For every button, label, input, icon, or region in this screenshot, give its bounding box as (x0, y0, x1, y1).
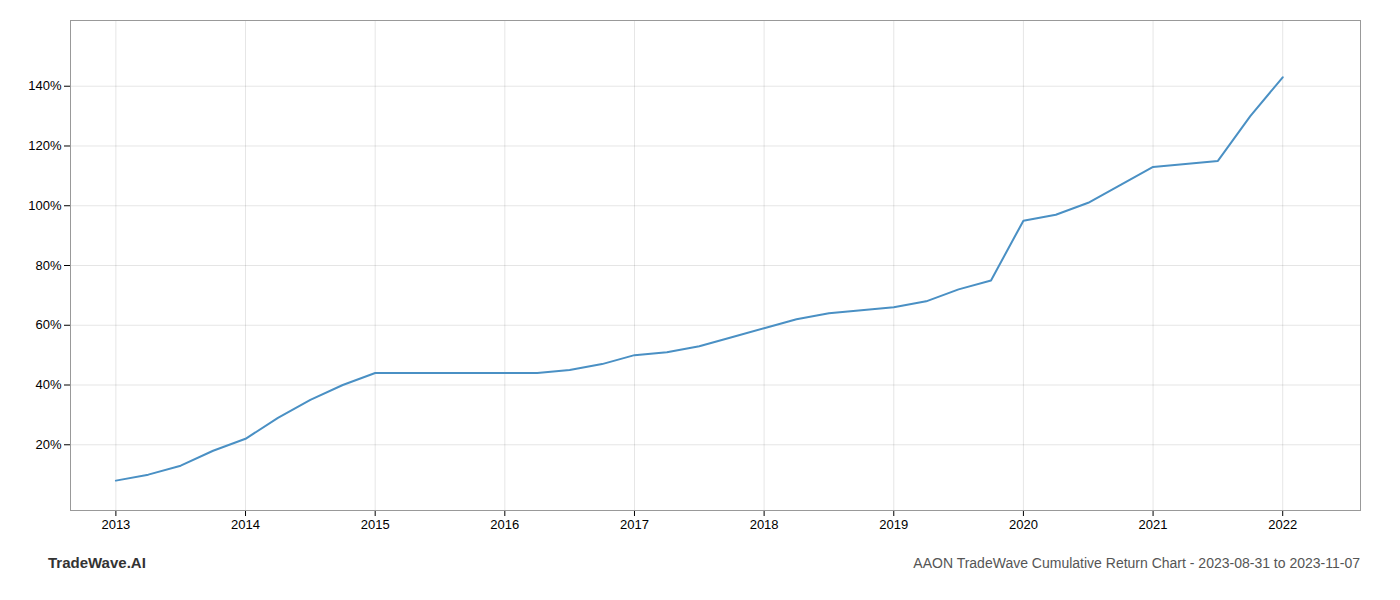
svg-text:2019: 2019 (879, 517, 908, 532)
svg-text:2017: 2017 (620, 517, 649, 532)
svg-text:100%: 100% (28, 198, 62, 213)
svg-text:2021: 2021 (1139, 517, 1168, 532)
svg-text:2022: 2022 (1268, 517, 1297, 532)
svg-text:60%: 60% (35, 317, 61, 332)
svg-text:2013: 2013 (101, 517, 130, 532)
svg-text:2020: 2020 (1009, 517, 1038, 532)
svg-text:2018: 2018 (750, 517, 779, 532)
svg-text:140%: 140% (28, 78, 62, 93)
svg-text:40%: 40% (35, 377, 61, 392)
svg-text:120%: 120% (28, 138, 62, 153)
svg-text:80%: 80% (35, 258, 61, 273)
html-text:TradeWave.AI: TradeWave.AI (48, 554, 146, 571)
html-text:AAON TradeWave Cumulative Retu: AAON TradeWave Cumulative Return Chart -… (913, 554, 1360, 571)
svg-text:2015: 2015 (361, 517, 390, 532)
svg-text:20%: 20% (35, 437, 61, 452)
svg-text:2016: 2016 (490, 517, 519, 532)
svg-text:2014: 2014 (231, 517, 260, 532)
